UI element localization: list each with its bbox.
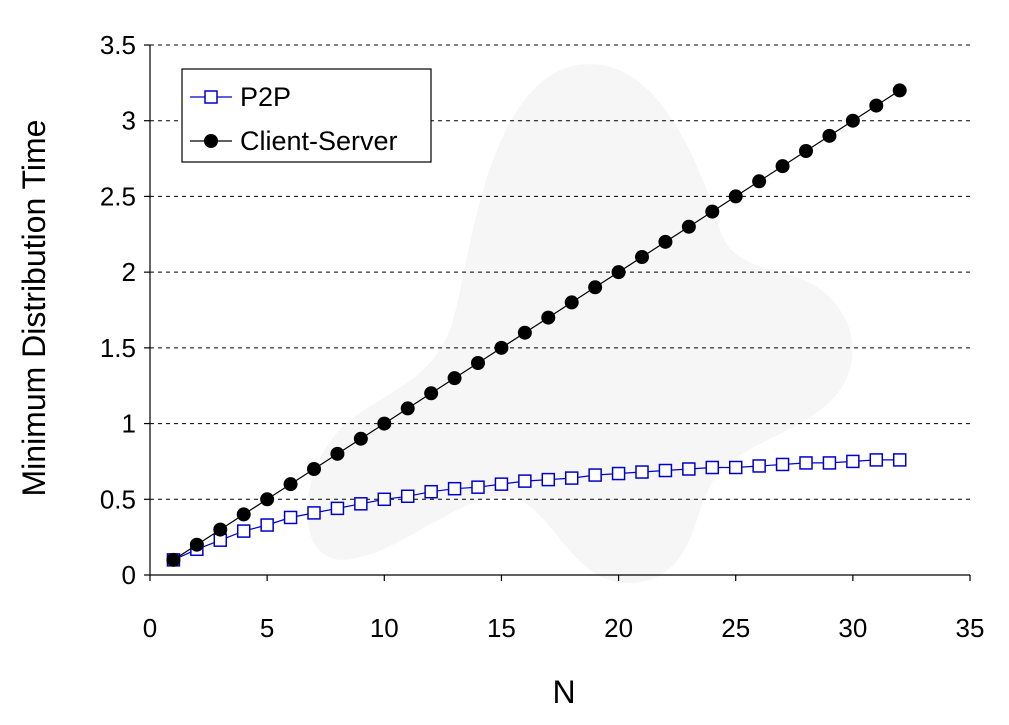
data-point-p2p bbox=[447, 481, 462, 496]
data-point-client-server bbox=[564, 295, 579, 310]
data-point-client-server bbox=[517, 325, 532, 340]
data-point-p2p bbox=[518, 474, 532, 488]
x-axis-title: N bbox=[552, 674, 575, 710]
y-tick-label: 1.5 bbox=[100, 333, 136, 363]
data-point-client-server bbox=[752, 174, 767, 189]
data-point-client-server bbox=[822, 128, 837, 143]
data-point-p2p bbox=[611, 466, 626, 481]
x-tick-label: 35 bbox=[956, 613, 985, 643]
data-point-p2p bbox=[846, 454, 860, 469]
data-point-p2p bbox=[635, 465, 649, 479]
legend-marker-client-server bbox=[204, 134, 218, 148]
data-point-p2p bbox=[752, 459, 766, 473]
data-point-p2p bbox=[682, 462, 696, 476]
data-point-p2p bbox=[494, 477, 509, 491]
data-point-client-server bbox=[681, 219, 696, 234]
data-point-p2p bbox=[658, 463, 673, 478]
data-point-client-server bbox=[799, 144, 813, 158]
data-point-client-server bbox=[471, 356, 485, 370]
data-point-client-server bbox=[424, 386, 439, 401]
data-point-client-server bbox=[611, 265, 626, 280]
data-point-p2p bbox=[260, 518, 274, 532]
data-point-client-server bbox=[869, 98, 884, 113]
data-point-p2p bbox=[377, 492, 392, 507]
data-point-client-server bbox=[447, 371, 462, 386]
data-point-client-server bbox=[353, 431, 368, 446]
data-point-client-server bbox=[330, 446, 345, 461]
x-tick-label: 10 bbox=[370, 613, 399, 643]
x-tick-label: 25 bbox=[721, 613, 750, 643]
data-point-client-server bbox=[494, 340, 509, 355]
data-point-client-server bbox=[728, 189, 743, 204]
data-point-client-server bbox=[189, 537, 204, 552]
data-point-client-server bbox=[377, 416, 392, 431]
data-point-client-server bbox=[166, 552, 181, 567]
y-tick-label: 2.5 bbox=[100, 181, 136, 211]
y-tick-label: 1 bbox=[122, 409, 136, 439]
y-tick-label: 0 bbox=[122, 560, 136, 590]
data-point-p2p bbox=[400, 489, 415, 504]
legend-label-client-server: Client-Server bbox=[240, 126, 398, 156]
x-tick-label: 30 bbox=[838, 613, 867, 643]
data-point-p2p bbox=[869, 453, 884, 467]
data-point-p2p bbox=[330, 501, 345, 516]
data-point-p2p bbox=[775, 457, 790, 472]
data-point-p2p bbox=[354, 497, 368, 511]
data-point-p2p bbox=[728, 460, 743, 475]
x-tick-label: 0 bbox=[143, 613, 157, 643]
x-tick-label: 15 bbox=[487, 613, 516, 643]
data-point-client-server bbox=[213, 522, 228, 537]
data-point-p2p bbox=[236, 524, 251, 538]
data-point-client-server bbox=[635, 250, 649, 264]
data-point-client-server bbox=[541, 310, 556, 325]
watermark-shape bbox=[307, 64, 853, 584]
data-point-p2p bbox=[424, 484, 438, 499]
data-point-p2p bbox=[892, 453, 907, 467]
y-tick-label: 2 bbox=[122, 257, 136, 287]
data-point-p2p bbox=[588, 468, 602, 482]
data-point-client-server bbox=[236, 507, 251, 522]
data-point-p2p bbox=[822, 456, 837, 470]
legend-marker-p2p bbox=[204, 90, 218, 104]
data-point-client-server bbox=[845, 113, 860, 128]
y-tick-label: 3.5 bbox=[100, 30, 136, 60]
tick-labels: 0 0.5 1 1.5 2 2.5 3 3.5 0 5 10 15 20 25 30 35 bbox=[100, 30, 985, 643]
data-point-p2p bbox=[307, 506, 321, 520]
y-tick-label: 3 bbox=[122, 106, 136, 136]
data-point-p2p bbox=[283, 510, 298, 525]
data-point-client-server bbox=[588, 280, 603, 295]
data-point-client-server bbox=[892, 83, 907, 98]
data-point-p2p bbox=[541, 472, 556, 487]
axes bbox=[144, 44, 971, 581]
data-point-client-server bbox=[307, 462, 321, 476]
data-point-client-server bbox=[400, 401, 415, 416]
data-point-client-server bbox=[260, 492, 275, 507]
data-point-client-server bbox=[283, 477, 298, 492]
x-tick-label: 20 bbox=[604, 613, 633, 643]
data-point-client-server bbox=[775, 159, 790, 174]
x-tick-label: 5 bbox=[260, 613, 274, 643]
data-point-client-server bbox=[705, 204, 720, 219]
y-tick-label: 0.5 bbox=[100, 484, 136, 514]
data-point-p2p bbox=[705, 460, 720, 475]
legend-box bbox=[181, 68, 432, 163]
legend-label-p2p: P2P bbox=[240, 82, 291, 112]
data-point-p2p bbox=[564, 471, 579, 485]
data-point-client-server bbox=[658, 234, 673, 249]
y-axis-title: Minimum Distribution Time bbox=[16, 120, 52, 497]
data-point-p2p bbox=[471, 480, 485, 494]
legend: P2P Client-Server bbox=[181, 68, 432, 163]
data-point-p2p bbox=[799, 456, 813, 470]
series-layer bbox=[166, 83, 907, 567]
